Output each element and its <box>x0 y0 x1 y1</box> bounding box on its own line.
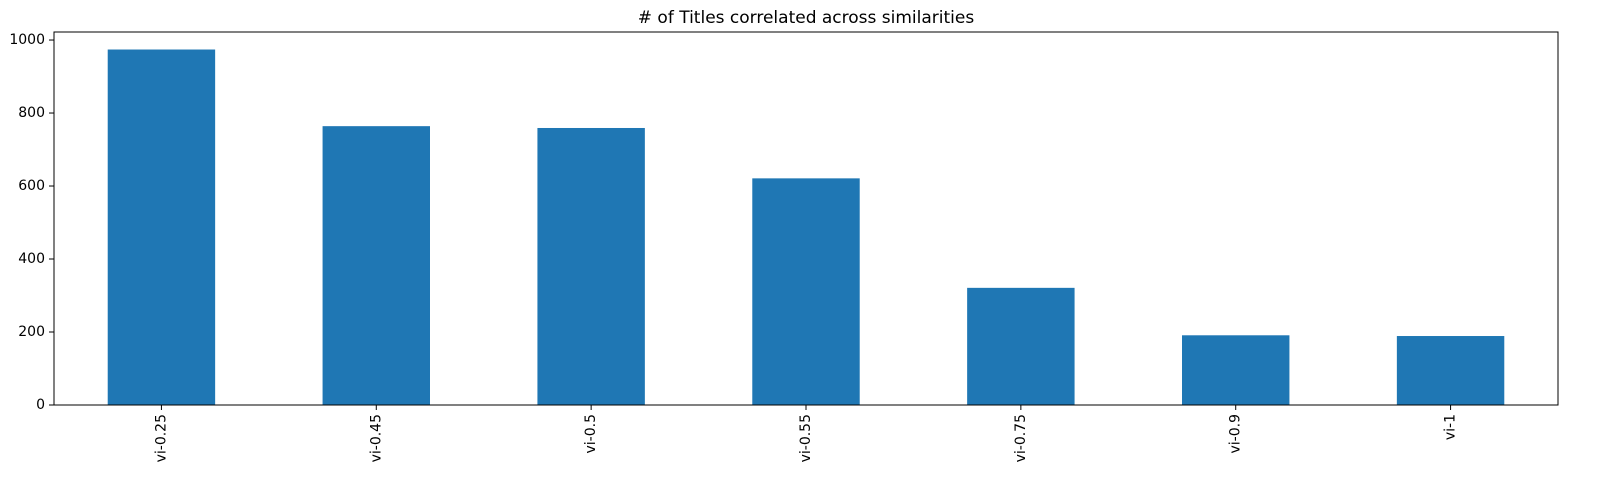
y-axis: 0 200 400 600 800 1000 <box>9 32 54 413</box>
x-tick-label: vi-1 <box>1443 414 1459 440</box>
bar-vi-0.9 <box>1182 335 1290 405</box>
bar-vi-0.5 <box>537 127 645 406</box>
x-axis: vi-0.25 vi-0.45 vi-0.5 vi-0.55 vi-0.75 vi-0.9… <box>153 405 1459 462</box>
bar-vi-0.45 <box>322 126 430 406</box>
x-tick-label: vi-0.9 <box>1228 414 1244 454</box>
y-tick-label: 800 <box>18 105 45 121</box>
x-tick-label: vi-0.75 <box>1013 414 1029 462</box>
x-tick-label: vi-0.55 <box>798 414 814 462</box>
bar-vi-0.75 <box>967 287 1075 405</box>
plot-frame <box>53 31 1559 406</box>
y-tick-label: 400 <box>18 251 45 267</box>
x-tick-label: vi-0.45 <box>368 414 384 462</box>
x-tick-label: vi-0.25 <box>153 414 169 462</box>
bar-vi-0.55 <box>752 178 860 405</box>
chart-title: # of Titles correlated across similariti… <box>638 8 975 28</box>
x-tick-label: vi-0.5 <box>583 414 599 454</box>
bars-group <box>107 49 1505 406</box>
y-tick-label: 600 <box>18 178 45 194</box>
bar-vi-0.25 <box>107 49 216 406</box>
y-tick-label: 200 <box>18 324 45 340</box>
y-tick-label: 1000 <box>9 32 45 48</box>
y-tick-label: 0 <box>36 397 45 413</box>
bar-vi-1 <box>1396 336 1505 405</box>
